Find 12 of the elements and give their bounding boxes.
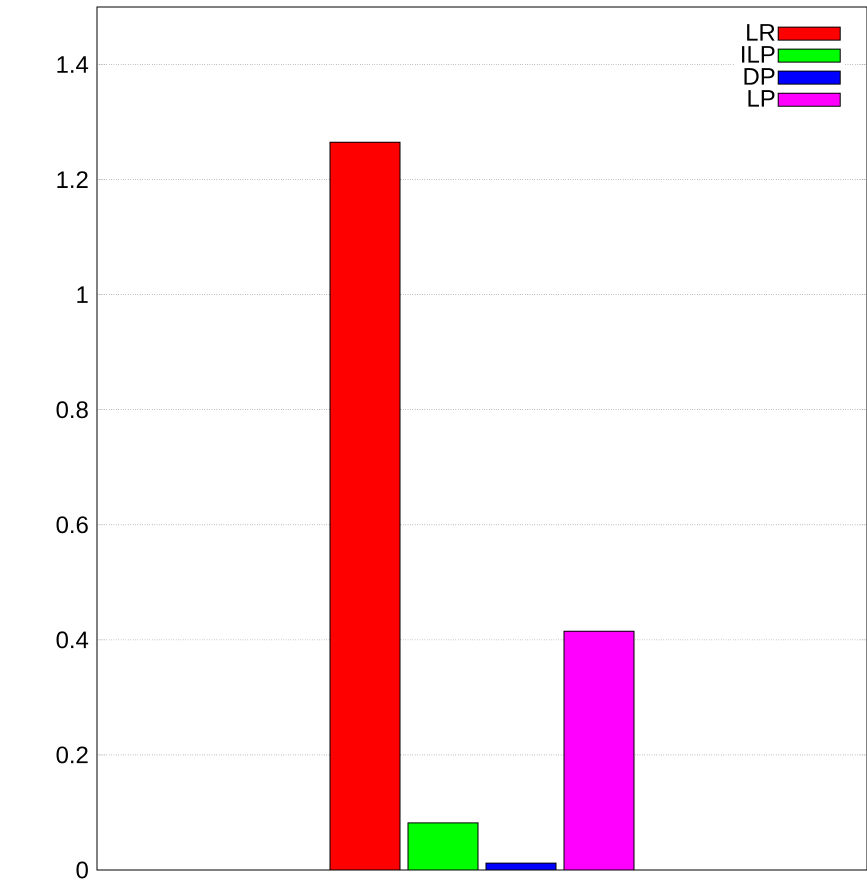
y-tick-label: 1.4 <box>57 56 88 73</box>
legend-label: DP <box>744 68 774 85</box>
y-tick-label: 0.8 <box>56 401 88 418</box>
y-tick-label: 1 <box>77 286 88 303</box>
y-tick-label: 0.6 <box>56 516 88 534</box>
legend-label: LR <box>747 24 775 41</box>
legend-label: ILP <box>742 46 774 63</box>
y-tick-label: 1.2 <box>57 171 88 188</box>
y-tick-label: 0.4 <box>56 631 88 648</box>
legend-label: LP <box>748 90 774 107</box>
y-tick-label: 0.2 <box>56 746 88 764</box>
y-tick-label: 0 <box>76 862 88 878</box>
